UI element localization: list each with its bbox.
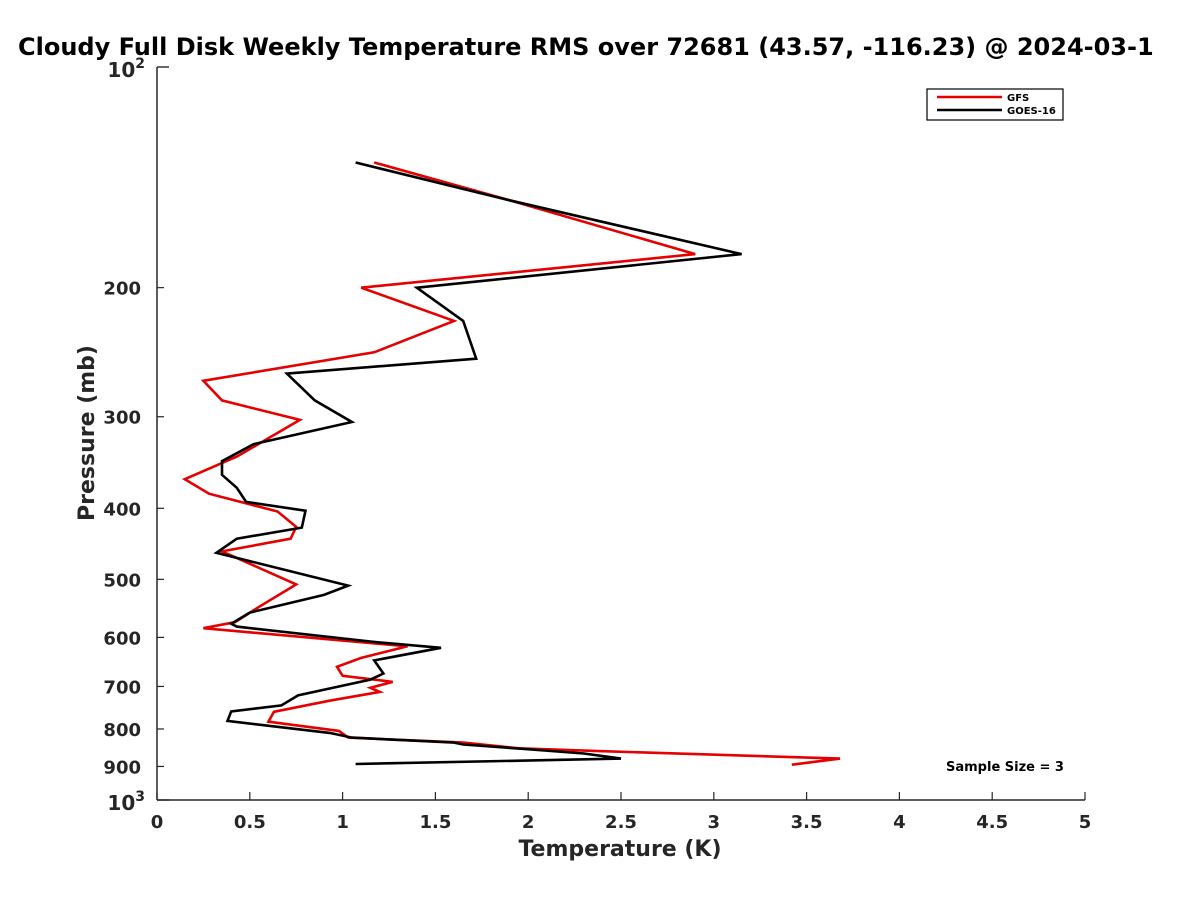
legend-box [926, 88, 1064, 121]
y-major-tick-label: 103 [107, 789, 145, 815]
y-tick-label: 800 [103, 720, 141, 741]
y-major-tick-label: 102 [107, 56, 145, 82]
chart-title: Cloudy Full Disk Weekly Temperature RMS … [18, 33, 1154, 61]
x-tick-label: 0.5 [234, 812, 266, 833]
y-axis-label: Pressure (mb) [75, 345, 100, 521]
x-tick-label: 2 [522, 812, 535, 833]
x-tick-label: 1.5 [419, 812, 451, 833]
y-tick-label: 600 [103, 628, 141, 649]
x-tick-label: 4 [893, 812, 906, 833]
series-line-goes16 [213, 161, 742, 766]
x-tick-label: 3 [708, 812, 721, 833]
x-tick-label: 4.5 [976, 812, 1008, 833]
plot-series [181, 161, 841, 766]
x-tick-label: 0 [151, 812, 164, 833]
legend-label-gfs: GFS [1007, 93, 1029, 104]
x-axis-label: Temperature (K) [518, 837, 721, 862]
sample-size-annotation: Sample Size = 3 [946, 760, 1064, 775]
x-tick-label: 5 [1079, 812, 1092, 833]
legend: GFS GOES-16 [926, 88, 1064, 121]
y-tick-label: 700 [103, 677, 141, 698]
y-tick-label: 300 [103, 408, 141, 429]
y-tick-label: 400 [103, 499, 141, 520]
y-tick-label: 500 [103, 570, 141, 591]
x-tick-label: 3.5 [791, 812, 823, 833]
axes: 0 0.5 1 1.5 2 2.5 3 3.5 4 4.5 5 200 300 400 500 600 700 8… [103, 56, 1091, 833]
y-tick-label: 200 [103, 279, 141, 300]
y-tick-label: 900 [103, 757, 141, 778]
x-tick-label: 1 [336, 812, 349, 833]
x-tick-label: 2.5 [605, 812, 637, 833]
legend-label-goes16: GOES-16 [1007, 106, 1056, 117]
